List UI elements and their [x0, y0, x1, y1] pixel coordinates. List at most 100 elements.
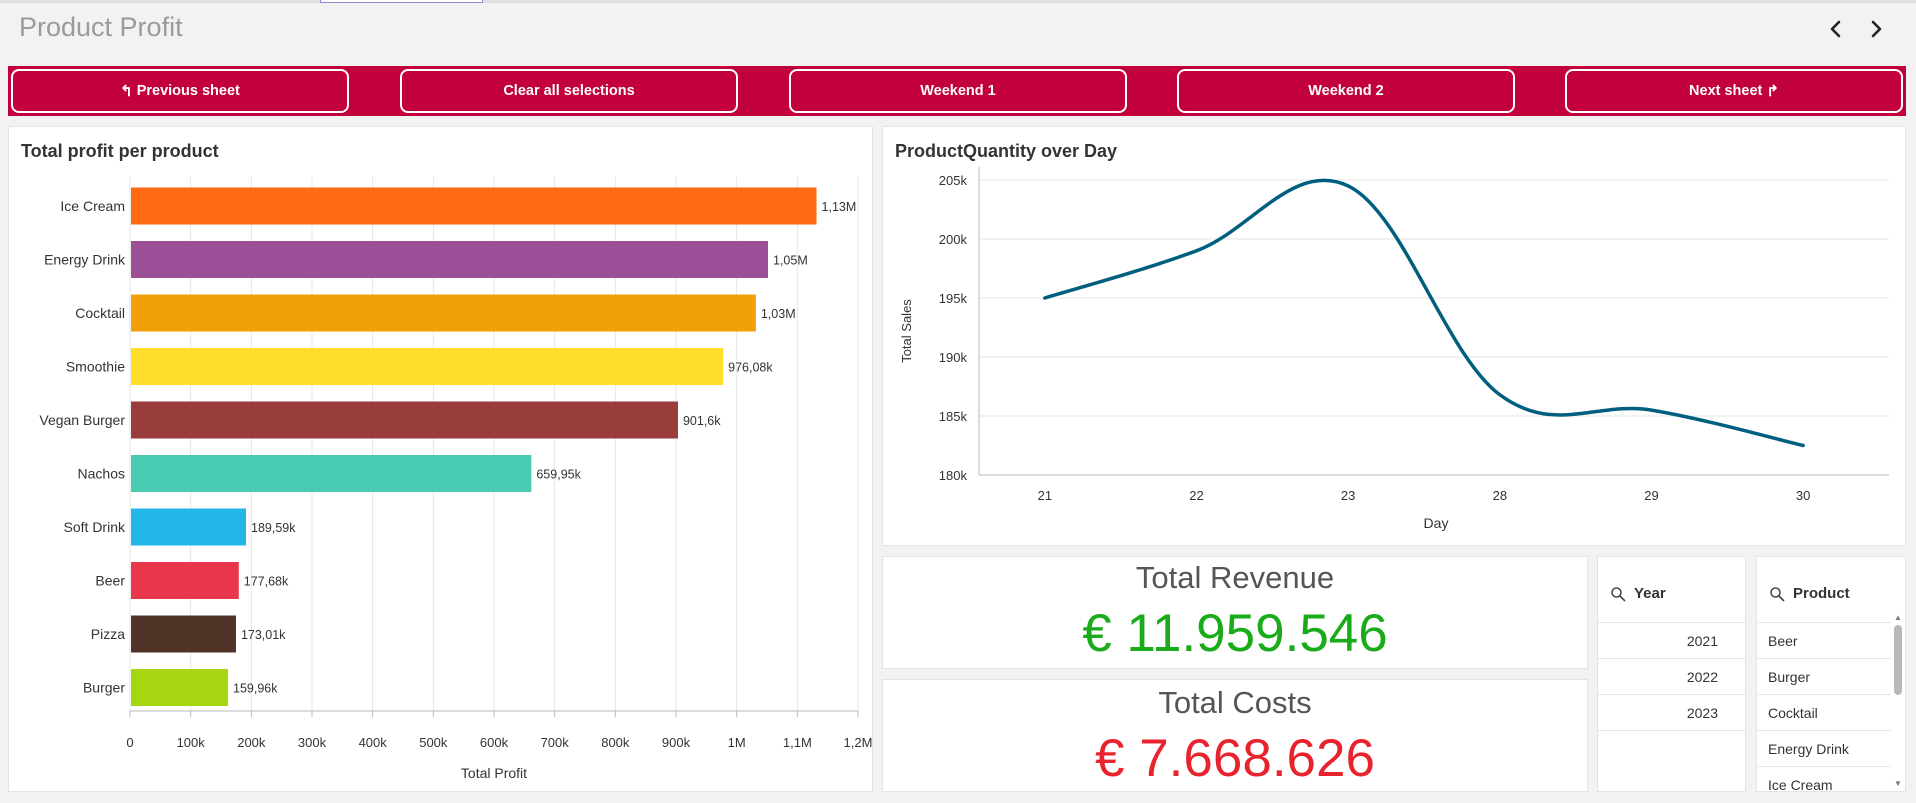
x-tick-label: 100k [177, 735, 206, 750]
year-filter-title: Year [1634, 585, 1666, 602]
weekend-1-label: Weekend 1 [920, 83, 996, 99]
bar-data-label: 189,59k [251, 521, 296, 535]
category-label: Soft Drink [64, 519, 126, 535]
category-label: Burger [83, 680, 125, 696]
clear-all-label: Clear all selections [503, 83, 635, 99]
category-label: Pizza [91, 626, 125, 642]
total-revenue-label: Total Revenue [1135, 560, 1335, 595]
next-sheet-arrow[interactable] [1861, 14, 1891, 44]
y-tick-label: 205k [939, 173, 968, 188]
bar-data-label: 1,13M [822, 200, 857, 214]
bar[interactable] [131, 669, 229, 706]
undo-arrow-icon: ↰ [120, 83, 133, 100]
total-costs-label: Total Costs [1158, 685, 1312, 720]
product-filter-header[interactable]: Product [1769, 585, 1850, 602]
total-costs-kpi[interactable]: Total Costs € 7.668.626 [882, 679, 1588, 792]
category-label: Nachos [78, 466, 125, 482]
bar-data-label: 173,01k [241, 628, 286, 642]
weekend-2-button[interactable]: Weekend 2 [1177, 69, 1515, 113]
bar[interactable] [131, 187, 817, 225]
x-tick-label: 200k [237, 735, 266, 750]
search-icon [1770, 586, 1785, 601]
bar[interactable] [131, 348, 724, 385]
product-filter-item[interactable]: Beer [1757, 622, 1891, 658]
chevron-left-icon [1830, 20, 1841, 38]
category-label: Beer [95, 573, 125, 589]
x-tick-label: 900k [662, 735, 691, 750]
category-label: Ice Cream [60, 198, 125, 214]
next-sheet-label: Next sheet [1689, 83, 1763, 99]
year-filter-pane[interactable]: Year 2021 2022 2023 [1597, 556, 1746, 792]
button-bar: ↰ Previous sheet Clear all selections We… [8, 66, 1906, 116]
product-filter-item[interactable]: Energy Drink [1757, 730, 1891, 766]
x-tick-label: 500k [419, 735, 448, 750]
scroll-down-icon[interactable]: ▼ [1894, 779, 1902, 788]
bar-data-label: 177,68k [244, 575, 289, 589]
product-filter-item[interactable]: Burger [1757, 658, 1891, 694]
bar-data-label: 976,08k [728, 361, 773, 375]
bar[interactable] [131, 508, 247, 546]
product-filter-pane[interactable]: Product Beer Burger Cocktail Energy Drink Ic… [1756, 556, 1906, 792]
profit-chart-panel[interactable]: Total profit per product Ice Cream Energy… [8, 126, 873, 792]
x-tick-label: 29 [1644, 488, 1658, 503]
quantity-chart-panel[interactable]: ProductQuantity over Day 180k 185k 190k 195… [882, 126, 1906, 546]
bar-data-label: 159,96k [233, 682, 278, 696]
product-filter-list: Beer Burger Cocktail Energy Drink Ice Cream [1757, 622, 1891, 791]
x-tick-label: 21 [1038, 488, 1052, 503]
scrollbar-thumb[interactable] [1894, 625, 1902, 695]
category-label: Vegan Burger [39, 412, 125, 428]
clear-all-selections-button[interactable]: Clear all selections [400, 69, 738, 113]
y-tick-label: 185k [939, 409, 968, 424]
x-tick-label: 400k [359, 735, 388, 750]
x-tick-label: 600k [480, 735, 509, 750]
product-filter-title: Product [1793, 585, 1850, 602]
sheet-title: Product Profit [19, 12, 183, 42]
bar-data-label: 1,05M [773, 254, 808, 268]
scroll-up-icon[interactable]: ▲ [1894, 613, 1902, 622]
previous-sheet-label: Previous sheet [136, 83, 240, 99]
bar-data-label: 901,6k [683, 414, 721, 428]
y-tick-label: 180k [939, 468, 968, 483]
x-tick-label: 1,2M [844, 735, 873, 750]
total-revenue-kpi[interactable]: Total Revenue € 11.959.546 [882, 556, 1588, 669]
bar[interactable] [131, 455, 532, 492]
x-tick-label: 1M [728, 735, 746, 750]
x-tick-label: 800k [601, 735, 630, 750]
profit-bar-chart[interactable]: Ice Cream Energy Drink Cocktail Smoothie Veg… [9, 127, 874, 793]
year-filter-item[interactable]: 2022 [1598, 658, 1745, 694]
total-costs-value: € 7.668.626 [1095, 729, 1375, 788]
sheet-tab-marker [320, 0, 483, 3]
y-tick-label: 200k [939, 232, 968, 247]
product-filter-scrollbar[interactable]: ▲ ▼ [1893, 613, 1903, 789]
product-filter-item[interactable]: Ice Cream [1757, 766, 1891, 791]
previous-sheet-arrow[interactable] [1821, 14, 1851, 44]
x-tick-label: 0 [126, 735, 133, 750]
bar[interactable] [131, 241, 768, 278]
chevron-right-icon [1871, 20, 1882, 38]
x-tick-label: 30 [1796, 488, 1810, 503]
year-filter-item[interactable]: 2021 [1598, 622, 1745, 658]
weekend-1-button[interactable]: Weekend 1 [789, 69, 1127, 113]
bar[interactable] [131, 401, 678, 439]
category-label: Energy Drink [44, 252, 126, 268]
search-icon [1611, 586, 1626, 601]
year-filter-header[interactable]: Year [1610, 585, 1666, 602]
quantity-line-chart[interactable]: 180k 185k 190k 195k 200k 205k 21 22 23 28 29 30 To… [883, 127, 1907, 547]
quantity-chart-title: ProductQuantity over Day [895, 141, 1118, 161]
list-divider [1598, 730, 1745, 731]
product-filter-item[interactable]: Cocktail [1757, 694, 1891, 730]
bar[interactable] [131, 562, 239, 599]
x-tick-label: 28 [1493, 488, 1507, 503]
previous-sheet-button[interactable]: ↰ Previous sheet [11, 69, 349, 113]
profit-x-axis-title: Total Profit [461, 765, 527, 781]
bar[interactable] [131, 615, 236, 653]
top-border [0, 0, 1916, 3]
bar[interactable] [131, 294, 756, 332]
profit-chart-title: Total profit per product [21, 141, 219, 161]
year-filter-item[interactable]: 2023 [1598, 694, 1745, 730]
next-sheet-button[interactable]: Next sheet ↱ [1565, 69, 1903, 113]
y-tick-label: 190k [939, 350, 968, 365]
weekend-2-label: Weekend 2 [1308, 83, 1384, 99]
total-revenue-value: € 11.959.546 [1082, 604, 1388, 663]
year-filter-list: 2021 2022 2023 [1598, 622, 1745, 791]
